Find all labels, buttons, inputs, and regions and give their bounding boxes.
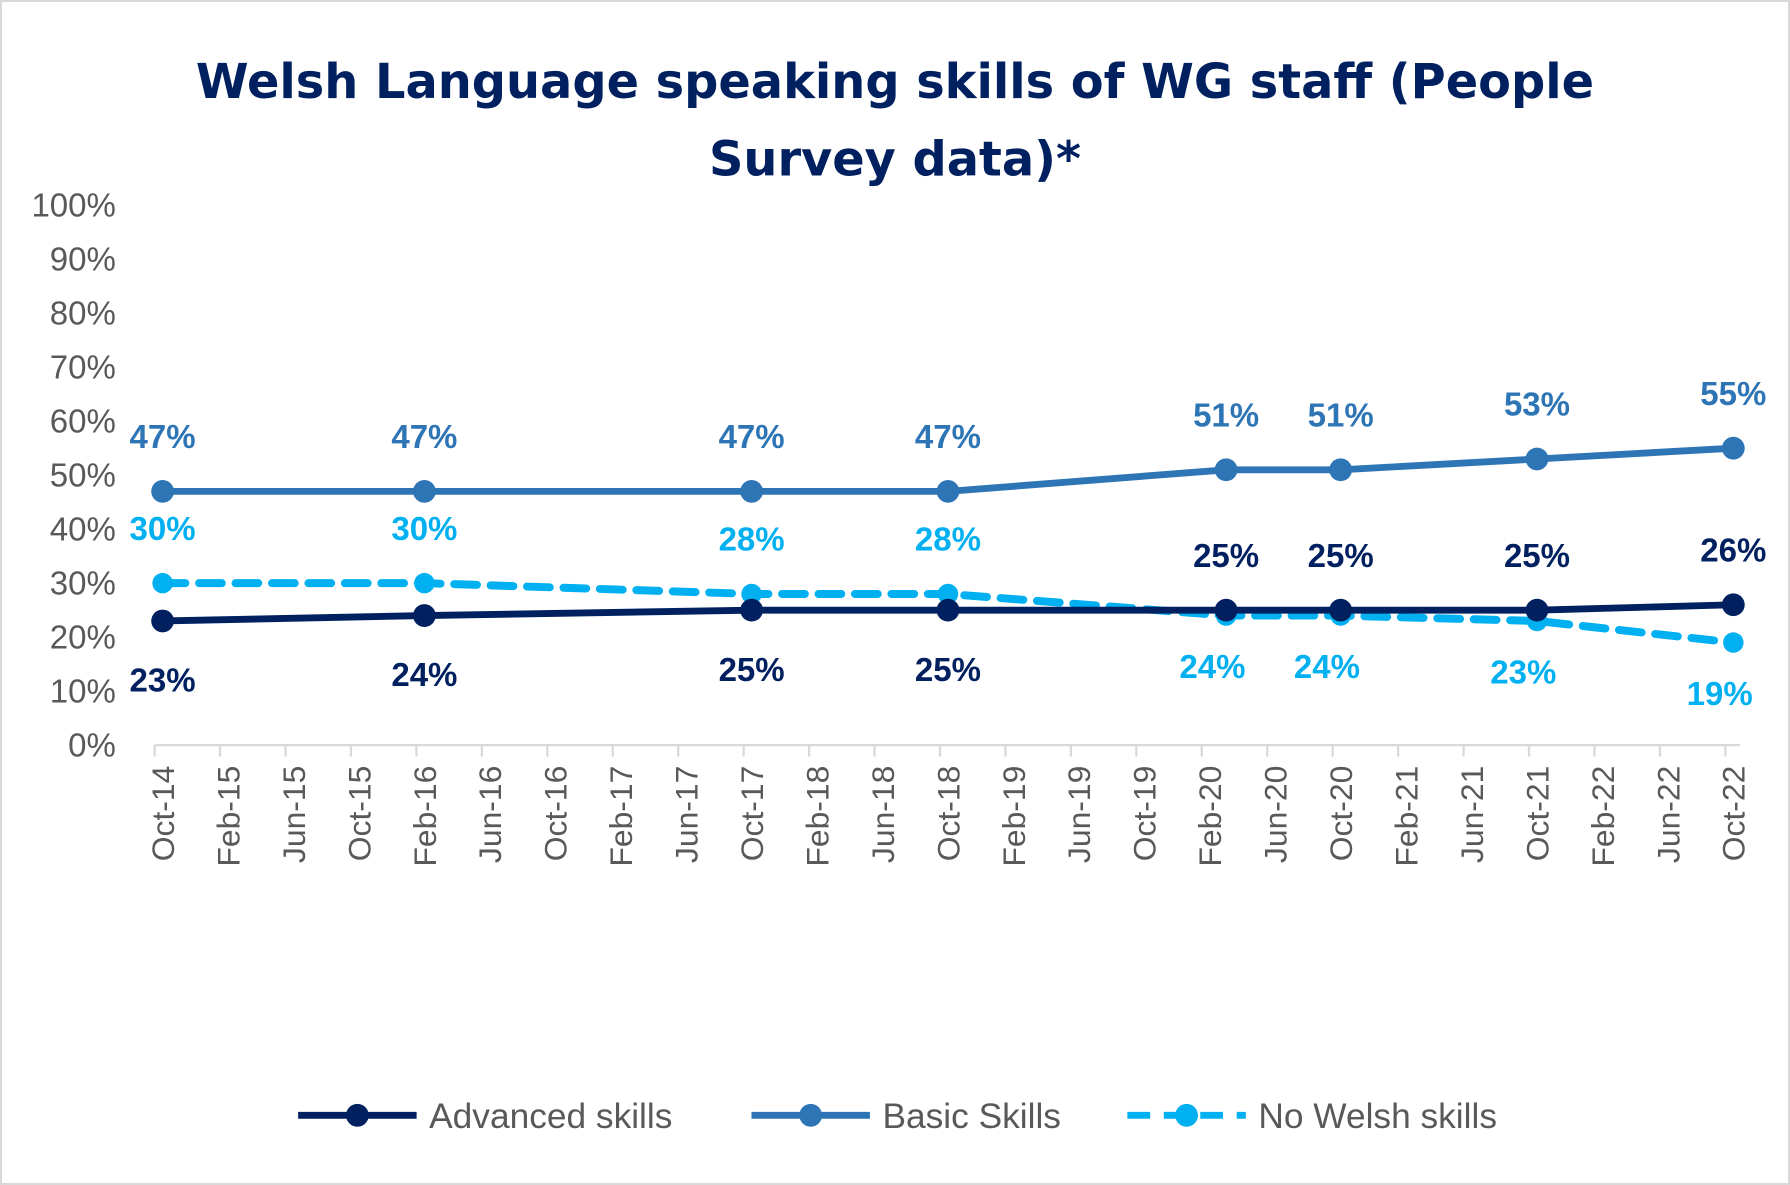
- x-tick-label: Jun-17: [669, 766, 705, 863]
- x-tick-label: Feb-20: [1192, 766, 1228, 867]
- data-point: [152, 572, 173, 594]
- y-tick-label: 10%: [50, 673, 116, 710]
- chart-title-line-2: Survey data)*: [709, 133, 1081, 188]
- y-tick-label: 0%: [68, 727, 116, 764]
- data-point: [151, 479, 174, 503]
- data-point: [740, 479, 764, 503]
- data-point: [413, 604, 436, 627]
- data-label: 24%: [1179, 648, 1245, 685]
- legend-marker-icon: [1175, 1103, 1198, 1127]
- legend-item: No Welsh skills: [1127, 1097, 1497, 1136]
- legend-item: Advanced skills: [298, 1097, 672, 1136]
- y-tick-label: 70%: [50, 349, 116, 386]
- chart-title-line-1: Welsh Language speaking skills of WG sta…: [196, 55, 1594, 110]
- data-point: [1525, 447, 1549, 471]
- x-tick-label: Oct-22: [1716, 766, 1752, 862]
- data-label: 30%: [130, 510, 196, 547]
- x-tick-label: Oct-20: [1323, 766, 1359, 862]
- x-tick-label: Oct-19: [1127, 766, 1163, 862]
- x-tick-label: Oct-21: [1519, 766, 1555, 862]
- data-point: [937, 583, 959, 605]
- x-tick-label: Feb-15: [210, 766, 246, 867]
- data-point: [741, 583, 762, 605]
- data-point: [413, 479, 436, 503]
- x-tick-label: Feb-16: [407, 766, 443, 867]
- y-tick-label: 30%: [50, 565, 116, 602]
- x-tick-label: Feb-19: [996, 766, 1032, 867]
- data-label: 25%: [719, 651, 785, 688]
- data-label: 30%: [391, 510, 457, 547]
- data-point: [936, 479, 960, 503]
- x-tick-label: Oct-15: [341, 766, 377, 862]
- x-tick-label: Feb-22: [1585, 766, 1621, 867]
- data-label: 23%: [130, 662, 196, 699]
- x-tick-label: Feb-21: [1388, 766, 1424, 867]
- data-point: [1329, 458, 1353, 482]
- x-tick-label: Jun-21: [1454, 766, 1490, 863]
- data-point: [151, 609, 174, 633]
- y-tick-label: 20%: [50, 619, 116, 656]
- data-point: [1329, 598, 1353, 622]
- legend-marker-icon: [345, 1103, 369, 1127]
- data-label: 26%: [1700, 531, 1766, 568]
- y-tick-label: 50%: [50, 457, 116, 494]
- x-tick-label: Feb-17: [603, 766, 639, 867]
- series-line-basic-skills: [159, 444, 1737, 495]
- data-point: [1721, 436, 1745, 460]
- data-label: 24%: [391, 656, 457, 693]
- data-point: [414, 572, 435, 594]
- data-point: [1723, 632, 1744, 653]
- legend-label: Advanced skills: [429, 1097, 672, 1136]
- x-tick-label: Jun-15: [276, 766, 312, 863]
- data-label: 55%: [1700, 375, 1766, 412]
- data-label: 28%: [719, 521, 785, 558]
- legend-marker-icon: [799, 1103, 823, 1127]
- x-tick-label: Jun-19: [1061, 766, 1097, 863]
- y-tick-label: 80%: [50, 295, 116, 332]
- x-tick-label: Jun-22: [1650, 766, 1686, 863]
- y-tick-label: 60%: [50, 403, 116, 440]
- data-label: 25%: [1504, 537, 1570, 574]
- x-tick-label: Oct-17: [734, 766, 770, 862]
- data-point: [1721, 593, 1745, 617]
- x-tick-label: Jun-18: [865, 766, 901, 863]
- data-point: [1525, 598, 1549, 622]
- data-label: 28%: [915, 521, 981, 558]
- x-tick-label: Jun-16: [472, 766, 508, 863]
- data-label: 25%: [1193, 537, 1259, 574]
- y-tick-label: 90%: [50, 241, 116, 278]
- data-point: [936, 598, 960, 622]
- data-label: 25%: [915, 651, 981, 688]
- x-tick-label: Feb-18: [799, 766, 835, 867]
- data-label: 19%: [1687, 675, 1753, 712]
- x-tick-label: Oct-16: [538, 766, 574, 862]
- legend-label: Basic Skills: [882, 1097, 1060, 1136]
- data-label: 47%: [391, 418, 457, 455]
- y-tick-label: 40%: [50, 511, 116, 548]
- series-line-no-welsh-skills: [158, 579, 1738, 647]
- data-label: 23%: [1490, 654, 1556, 691]
- x-tick-label: Jun-20: [1258, 766, 1294, 863]
- data-label: 51%: [1308, 396, 1374, 433]
- legend-label: No Welsh skills: [1258, 1097, 1497, 1136]
- data-label: 47%: [915, 418, 981, 455]
- data-point: [740, 598, 764, 622]
- data-point: [1214, 598, 1238, 622]
- y-tick-label: 100%: [31, 187, 115, 224]
- x-tick-label: Oct-18: [930, 766, 966, 862]
- data-label: 25%: [1308, 537, 1374, 574]
- data-point: [1214, 458, 1238, 482]
- data-label: 24%: [1294, 648, 1360, 685]
- data-label: 51%: [1193, 396, 1259, 433]
- legend-item: Basic Skills: [751, 1097, 1061, 1136]
- data-label: 47%: [719, 418, 785, 455]
- x-tick-label: Oct-14: [145, 766, 181, 862]
- series-line-advanced-skills: [159, 601, 1737, 625]
- data-label: 53%: [1504, 386, 1570, 423]
- data-label: 47%: [130, 418, 196, 455]
